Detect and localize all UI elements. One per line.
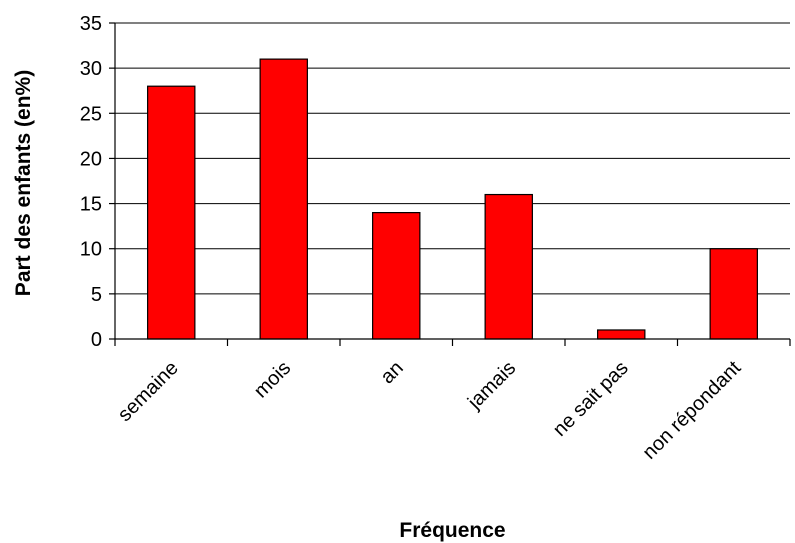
x-tick-label: non répondant	[639, 357, 746, 464]
y-tick-label: 10	[80, 239, 102, 261]
x-tick-label: ne sait pas	[549, 357, 633, 441]
x-axis-title: Fréquence	[399, 519, 505, 542]
y-tick-label: 25	[80, 103, 102, 125]
x-tick-label: jamais	[463, 357, 520, 414]
bars	[147, 58, 758, 340]
x-tick-label: an	[376, 357, 407, 388]
bar-semaine	[147, 85, 196, 340]
bar-non-répondant	[709, 248, 758, 340]
gridlines	[115, 22, 790, 295]
y-tick-labels: 0 5 10 15 20 25 30 35	[80, 13, 115, 351]
bar-mois	[259, 58, 308, 340]
bar-an	[372, 212, 421, 340]
bar-ne-sait-pas	[597, 329, 646, 340]
y-tick-label: 30	[80, 58, 102, 80]
y-axis-title: Part des enfants (en%)	[12, 70, 35, 296]
bar-jamais	[484, 193, 533, 340]
x-tick-label: semaine	[114, 357, 183, 426]
y-tick-label: 20	[80, 148, 102, 170]
y-tick-label: 15	[80, 194, 102, 216]
x-tick-label: mois	[250, 357, 295, 402]
x-tick-labels: semaine mois an jamais ne sait pas non répond…	[114, 339, 791, 464]
y-tick-label: 0	[91, 329, 102, 351]
y-tick-label: 5	[91, 284, 102, 306]
y-tick-label: 35	[80, 13, 102, 35]
